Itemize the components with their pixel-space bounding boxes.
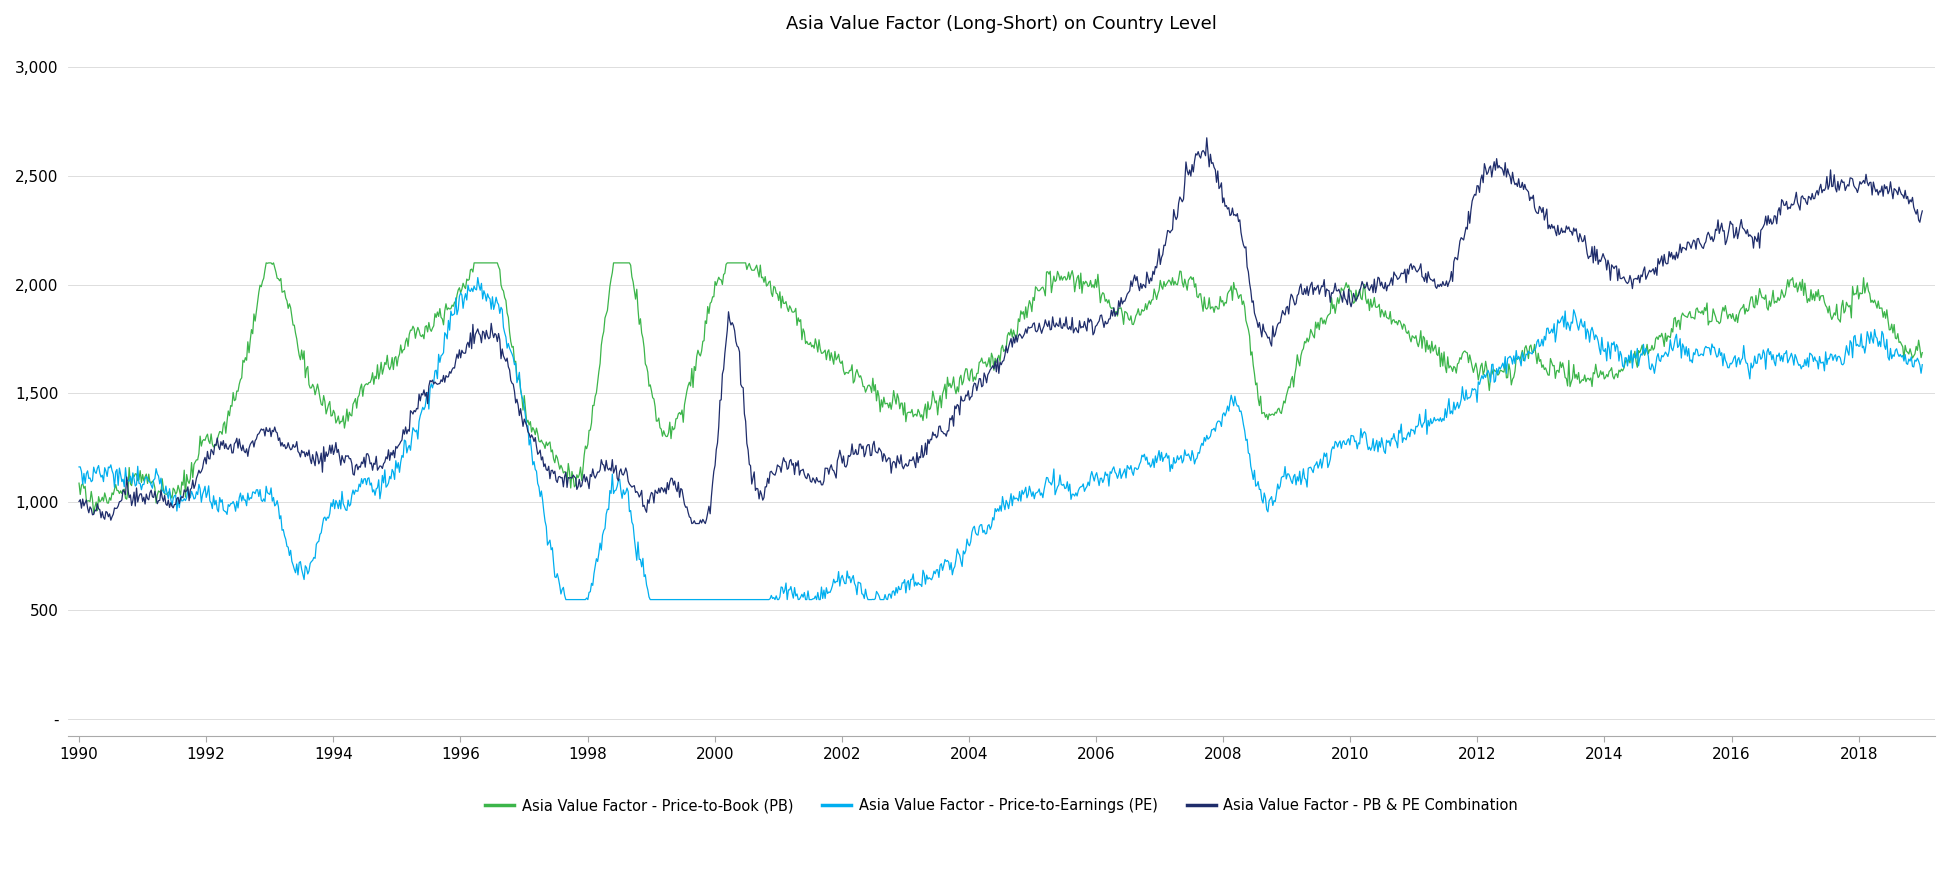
Asia Value Factor - PB & PE Combination (1498, 171, 1521, 182)
Asia Value Factor - Price-to-Book (PB) (1911, 347, 1934, 358)
Asia Value Factor - Price-to-Book (PB) (1821, 311, 1845, 322)
Asia Value Factor - Price-to-Book (PB) (1498, 365, 1521, 376)
Asia Value Factor - Price-to-Earnings (PE) (1498, 351, 1521, 361)
Asia Value Factor - PB & PE Combination (1400, 264, 1424, 275)
Asia Value Factor - Price-to-Earnings (PE) (1400, 425, 1424, 436)
Asia Value Factor - Price-to-Earnings (PE) (554, 595, 577, 605)
Asia Value Factor - Price-to-Earnings (PE) (466, 272, 489, 283)
Asia Value Factor - PB & PE Combination (667, 477, 690, 487)
Asia Value Factor - Price-to-Book (PB) (1400, 330, 1424, 341)
Asia Value Factor - PB & PE Combination (1911, 206, 1934, 216)
Asia Value Factor - PB & PE Combination (838, 449, 862, 460)
Asia Value Factor - PB & PE Combination (1821, 181, 1845, 191)
Line: Asia Value Factor - Price-to-Earnings (PE): Asia Value Factor - Price-to-Earnings (P… (80, 277, 1923, 600)
Asia Value Factor - Price-to-Earnings (PE) (1911, 360, 1934, 370)
Title: Asia Value Factor (Long-Short) on Country Level: Asia Value Factor (Long-Short) on Countr… (786, 15, 1217, 33)
Asia Value Factor - PB & PE Combination (1195, 133, 1219, 144)
Asia Value Factor - Price-to-Book (PB) (840, 360, 864, 370)
Legend: Asia Value Factor - Price-to-Book (PB), Asia Value Factor - Price-to-Earnings (P: Asia Value Factor - Price-to-Book (PB), … (480, 792, 1523, 819)
Asia Value Factor - Price-to-Earnings (PE) (840, 573, 864, 584)
Asia Value Factor - Price-to-Earnings (PE) (669, 595, 692, 605)
Asia Value Factor - Price-to-Book (PB) (68, 478, 92, 488)
Asia Value Factor - Price-to-Book (PB) (254, 258, 277, 268)
Line: Asia Value Factor - Price-to-Book (PB): Asia Value Factor - Price-to-Book (PB) (80, 263, 1923, 514)
Asia Value Factor - Price-to-Book (PB) (517, 415, 540, 425)
Asia Value Factor - Price-to-Earnings (PE) (515, 421, 538, 431)
Asia Value Factor - Price-to-Earnings (PE) (1821, 355, 1845, 366)
Line: Asia Value Factor - PB & PE Combination: Asia Value Factor - PB & PE Combination (80, 138, 1923, 524)
Asia Value Factor - PB & PE Combination (513, 417, 536, 428)
Asia Value Factor - Price-to-Earnings (PE) (68, 462, 92, 472)
Asia Value Factor - PB & PE Combination (681, 518, 704, 529)
Asia Value Factor - PB & PE Combination (68, 496, 92, 507)
Asia Value Factor - Price-to-Book (PB) (669, 409, 692, 420)
Asia Value Factor - Price-to-Book (PB) (82, 509, 105, 519)
